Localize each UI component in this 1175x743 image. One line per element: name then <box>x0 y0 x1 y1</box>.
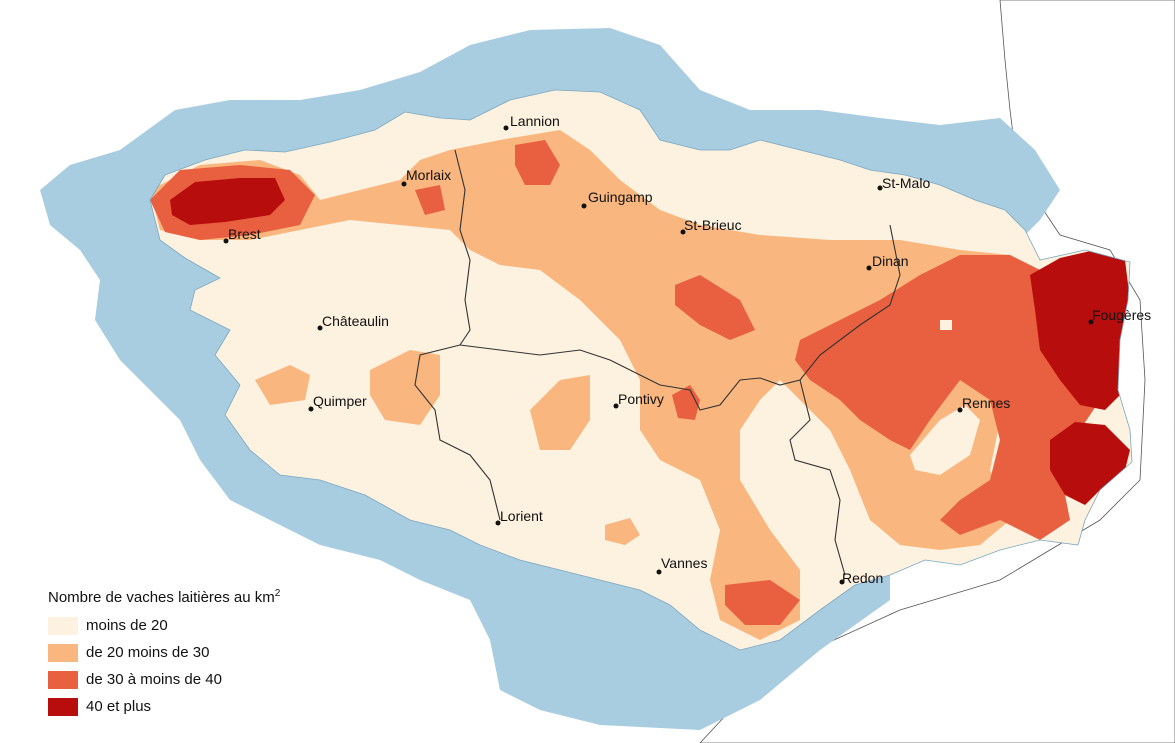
city-dot <box>401 181 407 187</box>
border-cotesdarmor-illeetvilaine <box>799 224 901 381</box>
city-label: Guingamp <box>588 189 653 205</box>
city-dot <box>581 203 587 209</box>
zone-class3-pontivy <box>672 385 700 420</box>
zone-class3-lannion <box>515 140 560 185</box>
zone-class1-east-dot <box>940 320 952 330</box>
city-label: St-Brieuc <box>684 217 742 233</box>
border-cotesdarmor-morbihan <box>459 344 801 411</box>
city-vannes: Vannes <box>656 555 707 575</box>
legend-title: Nombre de vaches laitières au km2 <box>48 588 378 606</box>
density-zones <box>150 130 1130 640</box>
legend-label: 40 et plus <box>86 698 152 715</box>
legend-swatch <box>48 670 78 689</box>
legend-item: de 20 moins de 30 <box>48 639 378 666</box>
city-label: Brest <box>228 226 261 242</box>
city-dot <box>308 406 314 412</box>
city-label: Châteaulin <box>322 313 389 329</box>
zone-class2-quimper <box>255 365 310 405</box>
city-dot <box>866 265 872 271</box>
city-st-brieuc: St-Brieuc <box>680 217 742 235</box>
zone-class2-chateaulin-east <box>370 350 440 425</box>
zone-class3-central <box>675 275 755 340</box>
city-st-malo: St-Malo <box>877 175 930 191</box>
city-dot <box>957 407 963 413</box>
legend-item: moins de 20 <box>48 612 378 639</box>
city-dot <box>680 229 686 235</box>
city-label: Rennes <box>962 395 1010 411</box>
city-rennes: Rennes <box>957 395 1010 413</box>
city-label: Fougères <box>1092 307 1151 323</box>
sea <box>40 28 1060 730</box>
city-lorient: Lorient <box>495 508 543 526</box>
legend-title-text: Nombre de vaches laitières au km <box>48 589 275 606</box>
city-dot <box>656 569 662 575</box>
zone-class3-vannes-east <box>725 580 800 625</box>
city-pontivy: Pontivy <box>613 391 664 409</box>
city-dot <box>503 125 509 131</box>
city-quimper: Quimper <box>308 393 367 412</box>
legend-swatch <box>48 616 78 635</box>
legend: Nombre de vaches laitières au km2 moins … <box>48 588 378 720</box>
city-dot <box>317 325 323 331</box>
legend-title-sup: 2 <box>274 588 281 599</box>
city-guingamp: Guingamp <box>581 189 653 209</box>
zone-class1-rennes <box>910 405 980 475</box>
city-label: Pontivy <box>618 391 664 407</box>
city-dot <box>495 520 501 526</box>
city-fougeres: Fougères <box>1088 307 1151 325</box>
city-label: Quimper <box>313 393 367 409</box>
department-borders <box>414 149 901 576</box>
city-dot <box>1088 319 1094 325</box>
city-dot <box>223 238 229 244</box>
legend-item: 40 et plus <box>48 693 378 720</box>
zone-class2-lorient-east <box>605 518 640 545</box>
legend-label: de 20 moins de 30 <box>86 644 210 661</box>
city-brest: Brest <box>223 226 261 244</box>
border-finistere-morbihan <box>414 344 501 521</box>
zone-class3-morlaix <box>415 185 445 215</box>
city-label: Lannion <box>510 113 560 129</box>
city-label: St-Malo <box>882 175 930 191</box>
zone-class2-north <box>150 130 1040 640</box>
city-chateaulin: Châteaulin <box>317 313 389 331</box>
city-label: Lorient <box>500 508 543 524</box>
legend-label: moins de 20 <box>86 617 168 634</box>
border-finistere-cotesdarmor <box>454 149 471 346</box>
city-label: Morlaix <box>406 167 451 183</box>
city-redon: Redon <box>839 570 883 586</box>
city-dot <box>839 579 845 585</box>
legend-swatch <box>48 643 78 662</box>
border-morbihan-illeetvilaine <box>789 379 846 576</box>
cities: Lannion Morlaix Guingamp St-Malo St-Brie… <box>223 113 1151 586</box>
city-dot <box>613 403 619 409</box>
legend-label: de 30 à moins de 40 <box>86 671 222 688</box>
city-lannion: Lannion <box>503 113 560 131</box>
zone-class4-fougeres <box>1030 250 1130 410</box>
legend-swatch <box>48 697 78 716</box>
city-label: Redon <box>842 570 883 586</box>
city-dinan: Dinan <box>866 253 909 271</box>
city-dot <box>877 185 883 191</box>
city-label: Dinan <box>872 253 909 269</box>
city-morlaix: Morlaix <box>401 167 451 187</box>
city-label: Vannes <box>661 555 707 571</box>
zone-class3-east <box>795 255 1100 540</box>
zone-class4-vitre <box>1050 422 1130 505</box>
zone-class4-brest <box>170 178 285 225</box>
zone-class2-pontivy-west <box>530 375 590 450</box>
legend-item: de 30 à moins de 40 <box>48 666 378 693</box>
